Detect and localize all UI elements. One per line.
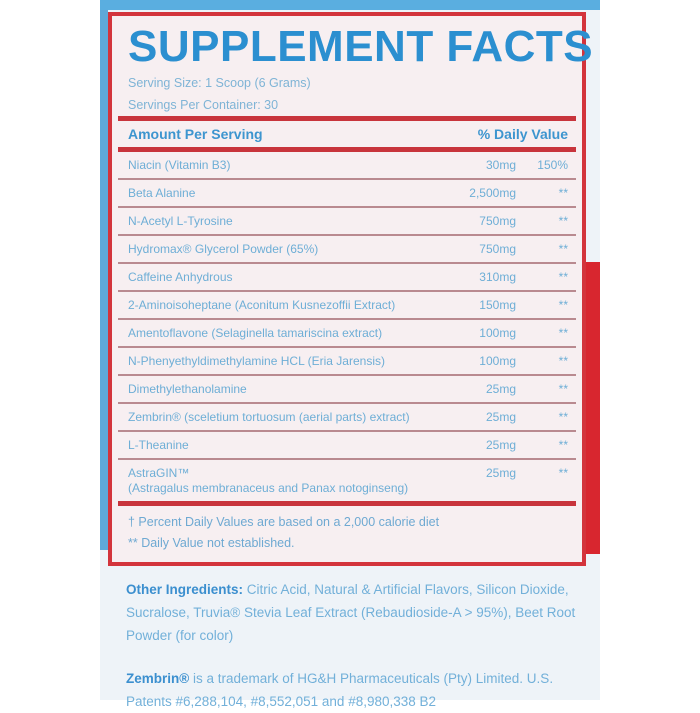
nutrient-name-detail: (Astragalus membranaceus and Panax notog…	[128, 481, 409, 495]
nutrient-row: Amentoflavone (Selaginella tamariscina e…	[118, 318, 576, 346]
servings-per-container: Servings Per Container: 30	[128, 98, 279, 112]
left-strip	[100, 10, 108, 550]
nutrient-amount: 30mg	[485, 158, 516, 172]
nutrient-name-cell: Caffeine Anhydrous	[128, 270, 454, 285]
nutrient-daily-value: **	[558, 242, 568, 256]
nutrient-amount: 25mg	[485, 466, 516, 480]
nutrient-daily-value: **	[558, 270, 568, 284]
nutrient-amount: 750mg	[479, 214, 516, 228]
nutrient-name-cell: N-Acetyl L-Tyrosine	[128, 214, 454, 229]
nutrient-daily-value: **	[558, 354, 568, 368]
nutrient-amount: 25mg	[485, 382, 516, 396]
nutrient-amount: 25mg	[485, 438, 516, 452]
other-ingredients-label: Other Ingredients:	[126, 582, 244, 597]
nutrient-row: Beta Alanine 2,500mg **	[118, 178, 576, 206]
nutrient-name-cell: Dimethylethanolamine	[128, 382, 454, 397]
nutrient-name: Niacin (Vitamin B3)	[128, 158, 231, 172]
nutrient-amount: 25mg	[485, 410, 516, 424]
header-daily-value: % Daily Value	[477, 126, 568, 142]
nutrient-daily-value: **	[558, 410, 568, 424]
header-amount: Amount Per Serving	[128, 126, 263, 142]
nutrient-row: Niacin (Vitamin B3) 30mg 150%	[118, 152, 576, 178]
nutrient-row: N-Acetyl L-Tyrosine 750mg **	[118, 206, 576, 234]
nutrient-amount: 2,500mg	[469, 186, 516, 200]
divider	[118, 116, 576, 121]
nutrient-table: Niacin (Vitamin B3) 30mg 150% Beta Alanine 2…	[118, 152, 576, 501]
nutrient-name: N-Phenyethyldimethylamine HCL (Eria Jare…	[128, 354, 385, 368]
label-content: SUPPLEMENT FACTS Serving Size: 1 Scoop (…	[108, 12, 594, 713]
nutrient-name: AstraGIN™	[128, 466, 190, 480]
nutrient-name-cell: N-Phenyethyldimethylamine HCL (Eria Jare…	[128, 354, 454, 369]
nutrient-amount: 310mg	[479, 270, 516, 284]
facts-title: SUPPLEMENT FACTS	[128, 22, 594, 71]
nutrient-daily-value: **	[558, 298, 568, 312]
nutrient-daily-value: **	[558, 214, 568, 228]
nutrient-row: 2-Aminoisoheptane (Aconitum Kusnezoffii …	[118, 290, 576, 318]
other-ingredients-text: Citric Acid, Natural & Artificial Flavor…	[126, 582, 576, 643]
trademark-note: Zembrin® is a trademark of HG&H Pharmace…	[108, 667, 586, 713]
nutrient-row: L-Theanine 25mg **	[118, 430, 576, 458]
nutrient-name-cell: Niacin (Vitamin B3)	[128, 158, 454, 173]
nutrient-daily-value: **	[558, 438, 568, 452]
nutrient-daily-value: **	[558, 466, 568, 480]
nutrient-name: Amentoflavone (Selaginella tamariscina e…	[128, 326, 383, 340]
nutrient-name-cell: Beta Alanine	[128, 186, 454, 201]
nutrient-name-cell: Hydromax® Glycerol Powder (65%)	[128, 242, 454, 257]
trademark-label: Zembrin®	[126, 671, 190, 686]
nutrient-name-cell: AstraGIN™ (Astragalus membranaceus and Pa…	[128, 466, 454, 496]
nutrient-amount: 100mg	[479, 354, 516, 368]
nutrient-name-cell: Zembrin® (sceletium tortuosum (aerial pa…	[128, 410, 454, 425]
nutrient-name: Dimethylethanolamine	[128, 382, 247, 396]
right-red-bar	[584, 262, 600, 554]
nutrient-name: N-Acetyl L-Tyrosine	[128, 214, 233, 228]
nutrient-row: Hydromax® Glycerol Powder (65%) 750mg **	[118, 234, 576, 262]
nutrient-name: Hydromax® Glycerol Powder (65%)	[128, 242, 319, 256]
nutrient-amount: 150mg	[479, 298, 516, 312]
nutrient-name-cell: 2-Aminoisoheptane (Aconitum Kusnezoffii …	[128, 298, 454, 313]
nutrient-name: 2-Aminoisoheptane (Aconitum Kusnezoffii …	[128, 298, 396, 312]
nutrient-daily-value: **	[558, 326, 568, 340]
divider	[118, 147, 576, 152]
footnote-not-established: ** Daily Value not established.	[128, 536, 295, 550]
nutrient-name-cell: Amentoflavone (Selaginella tamariscina e…	[128, 326, 454, 341]
nutrient-name: L-Theanine	[128, 438, 189, 452]
nutrient-name: Caffeine Anhydrous	[128, 270, 233, 284]
nutrient-daily-value: **	[558, 382, 568, 396]
table-header: Amount Per Serving % Daily Value	[118, 121, 576, 147]
nutrient-row: Dimethylethanolamine 25mg **	[118, 374, 576, 402]
serving-size: Serving Size: 1 Scoop (6 Grams)	[128, 76, 311, 90]
divider	[118, 501, 576, 506]
nutrient-amount: 750mg	[479, 242, 516, 256]
other-ingredients: Other Ingredients: Citric Acid, Natural …	[108, 578, 586, 647]
footnotes: † Percent Daily Values are based on a 2,…	[118, 506, 576, 554]
nutrient-row: AstraGIN™ (Astragalus membranaceus and Pa…	[118, 458, 576, 501]
nutrient-row: N-Phenyethyldimethylamine HCL (Eria Jare…	[118, 346, 576, 374]
nutrient-name: Beta Alanine	[128, 186, 196, 200]
nutrient-daily-value: 150%	[537, 158, 568, 172]
nutrient-amount: 100mg	[479, 326, 516, 340]
nutrient-daily-value: **	[558, 186, 568, 200]
nutrient-row: Caffeine Anhydrous 310mg **	[118, 262, 576, 290]
nutrient-name: Zembrin® (sceletium tortuosum (aerial pa…	[128, 410, 410, 424]
top-band	[100, 0, 600, 10]
supplement-facts-box: SUPPLEMENT FACTS Serving Size: 1 Scoop (…	[108, 12, 594, 566]
nutrient-name-cell: L-Theanine	[128, 438, 454, 453]
trademark-text: is a trademark of HG&H Pharmaceuticals (…	[126, 671, 554, 709]
footnote-daily-values: † Percent Daily Values are based on a 2,…	[128, 515, 440, 529]
nutrient-row: Zembrin® (sceletium tortuosum (aerial pa…	[118, 402, 576, 430]
